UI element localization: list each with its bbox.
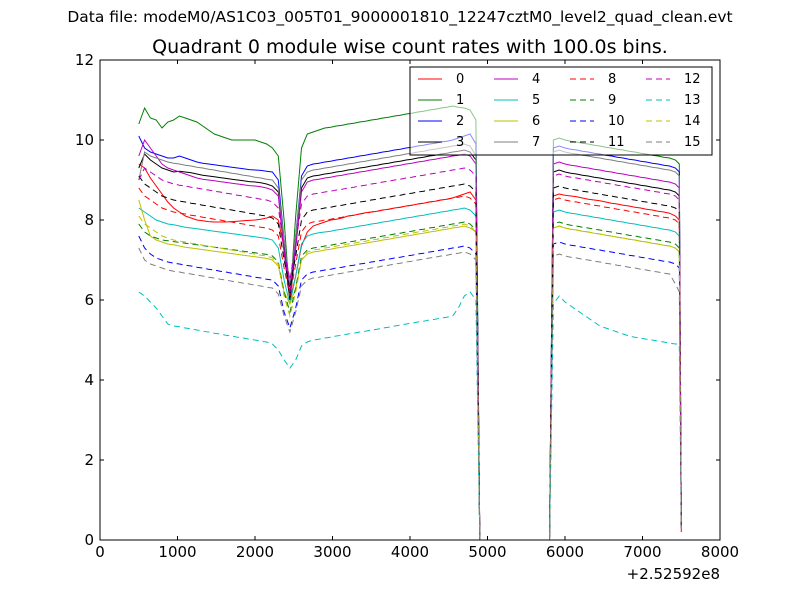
series-layer <box>138 105 682 541</box>
legend-label-14: 14 <box>684 114 701 129</box>
legend-label-9: 9 <box>608 93 616 108</box>
legend-label-3: 3 <box>456 135 464 150</box>
series-line-12 <box>138 167 682 541</box>
legend-label-1: 1 <box>456 93 464 108</box>
series-line-8 <box>138 187 682 541</box>
series-line-7 <box>138 143 682 541</box>
x-tick-label: 0 <box>95 543 105 561</box>
series-line-2 <box>138 133 682 541</box>
x-tick-label: 1000 <box>158 543 196 561</box>
y-tick-label: 2 <box>84 451 94 469</box>
x-tick-label: 6000 <box>546 543 584 561</box>
legend-label-15: 15 <box>684 135 701 150</box>
x-tick-label: 8000 <box>701 543 739 561</box>
series-line-9 <box>138 221 682 541</box>
legend-label-5: 5 <box>532 93 540 108</box>
legend-label-12: 12 <box>684 72 701 87</box>
x-tick-label: 3000 <box>313 543 351 561</box>
y-tick-label: 0 <box>84 531 94 549</box>
legend-label-6: 6 <box>532 114 540 129</box>
y-tick-label: 8 <box>84 211 94 229</box>
legend-box <box>409 66 713 156</box>
y-tick-label: 4 <box>84 371 94 389</box>
x-tick-label: 5000 <box>468 543 506 561</box>
legend-label-8: 8 <box>608 72 616 87</box>
series-line-3 <box>138 149 682 541</box>
y-tick-label: 6 <box>84 291 94 309</box>
series-line-13 <box>138 291 682 541</box>
series-line-11 <box>138 175 682 541</box>
x-offset-label: +2.52592e8 <box>627 565 720 583</box>
y-tick-label: 10 <box>75 131 94 149</box>
x-tick-label: 4000 <box>391 543 429 561</box>
series-line-6 <box>138 199 682 541</box>
chart-title: Quadrant 0 module wise count rates with … <box>152 36 668 58</box>
legend-label-13: 13 <box>684 93 701 108</box>
y-tick-label: 12 <box>75 51 94 69</box>
figure-suptitle: Data file: modeM0/AS1C03_005T01_90000018… <box>67 8 733 26</box>
legend-label-11: 11 <box>608 135 625 150</box>
series-line-4 <box>138 138 682 541</box>
legend-label-2: 2 <box>456 114 464 129</box>
x-tick-label: 2000 <box>236 543 274 561</box>
x-tick-label: 7000 <box>623 543 661 561</box>
series-line-14 <box>138 215 682 541</box>
legend-label-0: 0 <box>456 72 464 87</box>
series-line-15 <box>138 247 682 541</box>
series-line-5 <box>138 207 682 541</box>
series-line-10 <box>138 235 682 541</box>
axis-ticks: 0 1000 2000 3000 4000 5000 6000 7000 80000246810… <box>75 51 739 561</box>
legend-label-10: 10 <box>608 114 625 129</box>
legend-label-7: 7 <box>532 135 540 150</box>
legend-label-4: 4 <box>532 72 540 87</box>
